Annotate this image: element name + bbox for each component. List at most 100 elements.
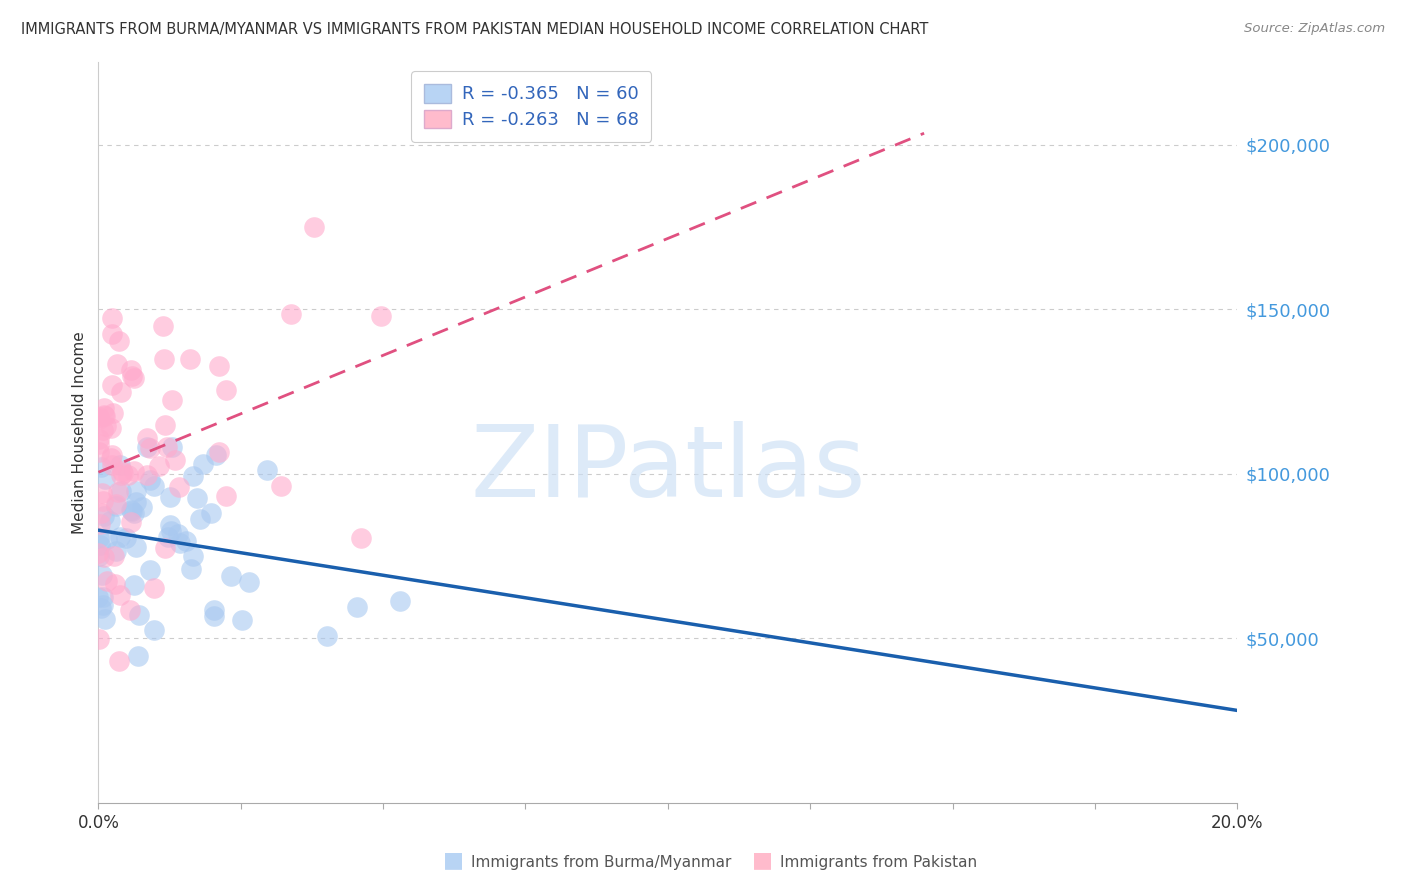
Point	[110, 384, 132, 399]
Point	[200, 506, 222, 520]
Point	[114, 532, 136, 546]
Point	[159, 518, 181, 533]
Point	[174, 534, 197, 549]
Text: Immigrants from Pakistan: Immigrants from Pakistan	[780, 855, 977, 870]
Y-axis label: Median Household Income: Median Household Income	[72, 331, 87, 534]
Point	[204, 609, 226, 624]
Point	[103, 549, 125, 564]
Text: Source: ZipAtlas.com: Source: ZipAtlas.com	[1244, 22, 1385, 36]
Point	[87, 546, 110, 560]
Point	[156, 530, 179, 544]
Point	[122, 370, 145, 384]
Point	[96, 574, 118, 588]
Point	[156, 440, 179, 454]
Point	[87, 432, 110, 446]
Point	[152, 318, 174, 333]
Point	[180, 562, 202, 576]
Point	[94, 472, 117, 486]
Point	[131, 500, 153, 515]
Point	[270, 479, 292, 493]
Point	[231, 613, 253, 627]
Point	[208, 444, 231, 458]
Point	[111, 464, 134, 478]
Point	[350, 532, 373, 546]
Point	[100, 421, 122, 435]
Point	[256, 463, 278, 477]
Point	[93, 550, 115, 565]
Point	[143, 581, 166, 595]
Point	[215, 490, 238, 504]
Point	[90, 485, 112, 500]
Point	[120, 515, 142, 529]
Point	[125, 483, 148, 498]
Point	[108, 458, 131, 472]
Point	[90, 600, 112, 615]
Text: IMMIGRANTS FROM BURMA/MYANMAR VS IMMIGRANTS FROM PAKISTAN MEDIAN HOUSEHOLD INCOM: IMMIGRANTS FROM BURMA/MYANMAR VS IMMIGRA…	[21, 22, 928, 37]
Text: Immigrants from Burma/Myanmar: Immigrants from Burma/Myanmar	[471, 855, 731, 870]
Point	[167, 480, 190, 494]
Point	[238, 574, 260, 589]
Point	[89, 538, 111, 552]
Point	[103, 406, 125, 420]
Point	[90, 506, 112, 520]
Point	[127, 648, 149, 663]
Point	[128, 608, 150, 623]
Point	[91, 598, 114, 612]
Point	[181, 469, 204, 483]
Point	[136, 467, 159, 482]
Point	[135, 441, 157, 455]
Point	[120, 503, 142, 517]
Point	[100, 378, 122, 392]
Point	[110, 483, 132, 498]
Point	[91, 590, 114, 604]
Point	[280, 307, 302, 321]
Point	[122, 464, 145, 478]
Point	[208, 359, 231, 374]
Point	[93, 401, 115, 415]
Point	[215, 383, 238, 397]
Point	[346, 600, 368, 615]
Point	[87, 444, 110, 458]
Point	[124, 495, 146, 509]
Point	[186, 491, 208, 505]
Point	[110, 468, 132, 483]
Point	[89, 632, 111, 646]
Point	[94, 612, 117, 626]
Point	[122, 506, 145, 520]
Point	[121, 368, 143, 383]
Point	[108, 589, 131, 603]
Point	[91, 423, 114, 437]
Point	[193, 457, 215, 471]
Point	[87, 411, 110, 425]
Point	[96, 532, 118, 546]
Point	[110, 530, 132, 544]
Point	[104, 497, 127, 511]
Point	[111, 466, 134, 480]
Point	[87, 531, 110, 545]
Point	[101, 326, 124, 341]
Text: ■: ■	[752, 850, 773, 870]
Point	[142, 624, 165, 638]
Point	[124, 578, 146, 592]
Point	[159, 490, 181, 504]
Text: ■: ■	[443, 850, 464, 870]
Point	[107, 485, 129, 500]
Point	[167, 526, 190, 541]
Point	[98, 514, 121, 528]
Legend: R = -0.365   N = 60, R = -0.263   N = 68: R = -0.365 N = 60, R = -0.263 N = 68	[411, 71, 651, 142]
Point	[202, 602, 225, 616]
Point	[108, 654, 131, 668]
Point	[87, 591, 110, 605]
Point	[188, 512, 211, 526]
Point	[139, 563, 162, 577]
Point	[120, 603, 142, 617]
Point	[153, 352, 176, 367]
Point	[91, 494, 114, 508]
Point	[139, 441, 162, 455]
Point	[90, 567, 112, 582]
Point	[90, 459, 112, 474]
Point	[179, 351, 201, 366]
Text: ZIPatlas: ZIPatlas	[470, 421, 866, 518]
Point	[89, 516, 111, 531]
Point	[104, 577, 127, 591]
